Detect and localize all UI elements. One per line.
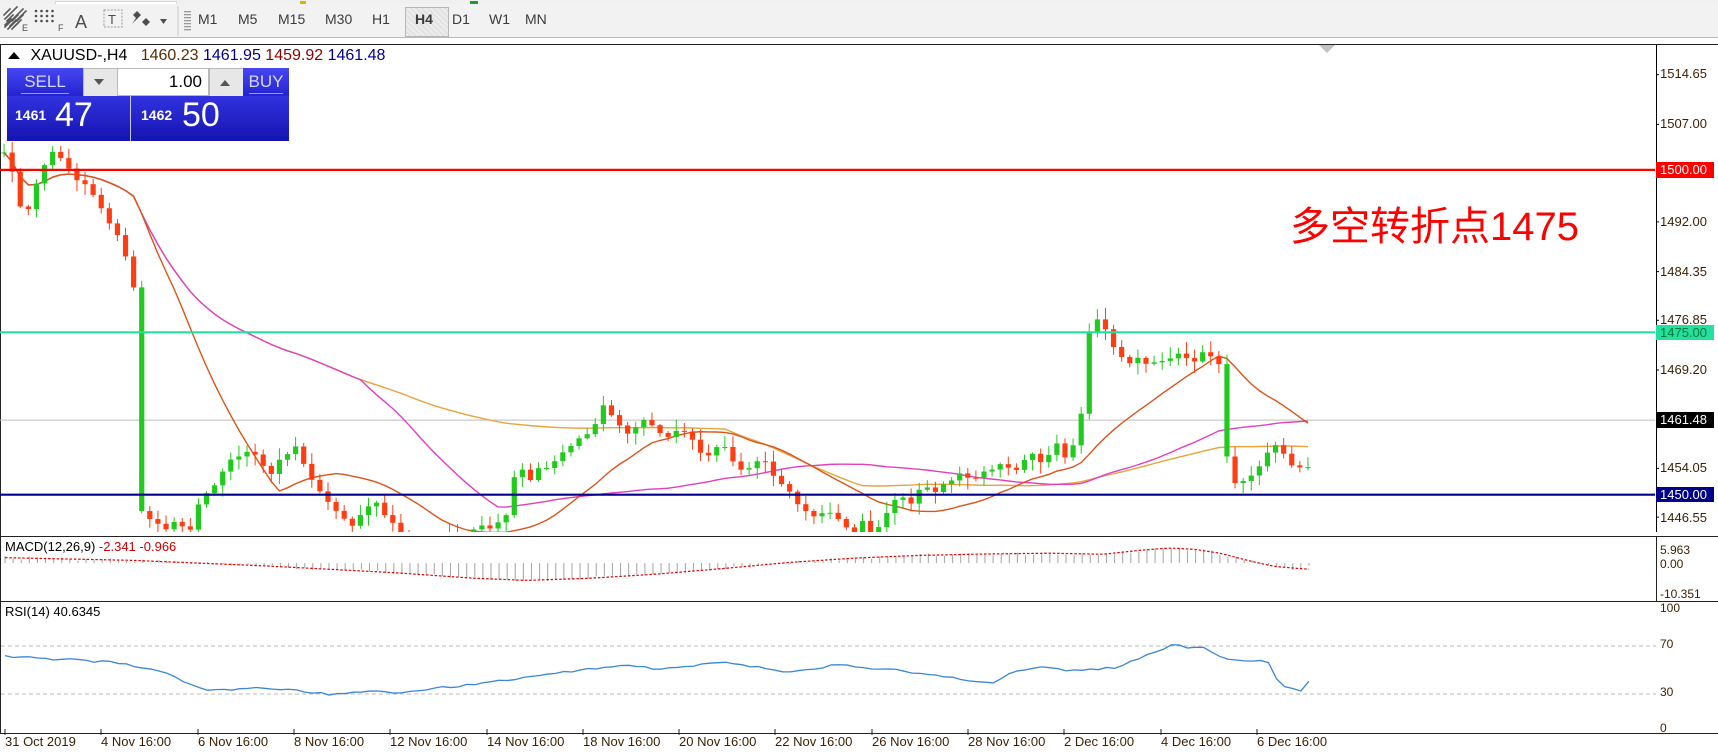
svg-text:多空转折点1475: 多空转折点1475	[1290, 205, 1579, 249]
svg-text:F: F	[58, 23, 64, 33]
svg-text:A: A	[75, 12, 87, 32]
svg-text:E: E	[22, 23, 28, 33]
svg-text:T: T	[108, 12, 116, 27]
